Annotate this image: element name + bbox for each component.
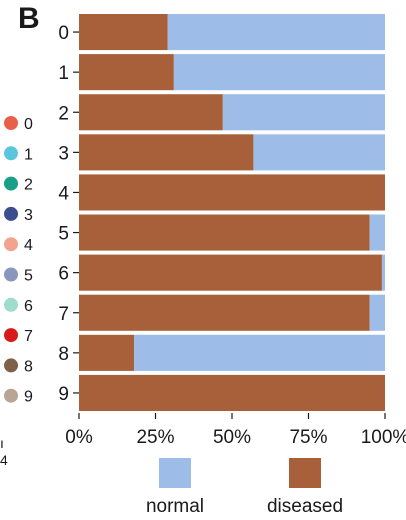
- cluster-swatch-9: [4, 388, 18, 403]
- cluster-swatch-1: [4, 146, 18, 161]
- cluster-swatch-7: [4, 328, 18, 343]
- x-tick-label: 50%: [213, 427, 251, 448]
- bar-normal-7: [369, 294, 385, 331]
- cluster-swatch-4: [4, 237, 18, 252]
- y-tick-label-7: 7: [58, 304, 69, 325]
- y-tick-label-8: 8: [58, 344, 69, 365]
- cluster-swatch-2: [4, 176, 18, 191]
- bar-diseased-9: [79, 374, 385, 411]
- cluster-swatch-5: [4, 267, 18, 282]
- panel-label: B: [18, 2, 40, 35]
- cluster-label-5: 5: [24, 268, 33, 285]
- bar-diseased-8: [79, 334, 135, 371]
- bar-diseased-3: [79, 134, 254, 171]
- cluster-label-0: 0: [24, 116, 33, 133]
- cluster-label-3: 3: [24, 207, 33, 224]
- cluster-label-9: 9: [24, 389, 33, 406]
- cluster-swatch-6: [4, 297, 18, 312]
- bar-normal-2: [222, 94, 385, 131]
- cluster-color-legend: 0 1 2 3 4 5 6 7 8 9: [4, 116, 33, 406]
- legend-swatch-normal: [159, 458, 191, 488]
- bar-normal-8: [134, 334, 385, 371]
- legend-swatch-diseased: [289, 458, 321, 488]
- bar-diseased-5: [79, 214, 370, 251]
- bar-diseased-4: [79, 174, 385, 211]
- bar-diseased-2: [79, 94, 223, 131]
- plot-area: 0 1 2 3 4 5 6 7 8 9 0% 25% 50% 75% 100%: [58, 14, 406, 448]
- cluster-label-6: 6: [24, 298, 33, 315]
- bar-diseased-1: [79, 54, 174, 91]
- bar-diseased-7: [79, 294, 370, 331]
- x-tick-label: 25%: [136, 427, 174, 448]
- bar-normal-3: [253, 134, 385, 171]
- cluster-label-2: 2: [24, 177, 33, 194]
- bar-diseased-6: [79, 254, 382, 291]
- y-tick-label-6: 6: [58, 264, 69, 285]
- y-tick-label-5: 5: [58, 224, 69, 245]
- y-tick-label-9: 9: [58, 384, 69, 405]
- cut-off-text-fragment: ı: [0, 435, 4, 451]
- y-tick-label-4: 4: [58, 183, 69, 204]
- cut-off-text-fragment: 4: [0, 452, 8, 468]
- series-legend: normal diseased: [146, 458, 343, 517]
- x-tick-label: 0%: [65, 427, 93, 448]
- legend-label-normal: normal: [146, 496, 204, 517]
- cluster-label-7: 7: [24, 328, 33, 345]
- bar-normal-1: [173, 54, 385, 91]
- y-tick-label-0: 0: [58, 23, 69, 44]
- legend-label-diseased: diseased: [267, 496, 343, 517]
- y-tick-label-3: 3: [58, 143, 69, 164]
- cluster-swatch-8: [4, 358, 18, 373]
- bar-diseased-0: [79, 14, 168, 51]
- x-tick-label: 100%: [361, 427, 406, 448]
- cluster-swatch-3: [4, 206, 18, 221]
- cluster-label-1: 1: [24, 146, 33, 163]
- bar-normal-0: [167, 14, 385, 51]
- cluster-label-4: 4: [24, 237, 33, 254]
- bar-normal-6: [381, 254, 385, 291]
- cluster-label-8: 8: [24, 358, 33, 375]
- x-tick-label: 75%: [289, 427, 327, 448]
- cluster-swatch-0: [4, 116, 18, 130]
- y-tick-label-2: 2: [58, 103, 69, 124]
- bar-normal-5: [369, 214, 385, 251]
- y-tick-label-1: 1: [58, 63, 69, 84]
